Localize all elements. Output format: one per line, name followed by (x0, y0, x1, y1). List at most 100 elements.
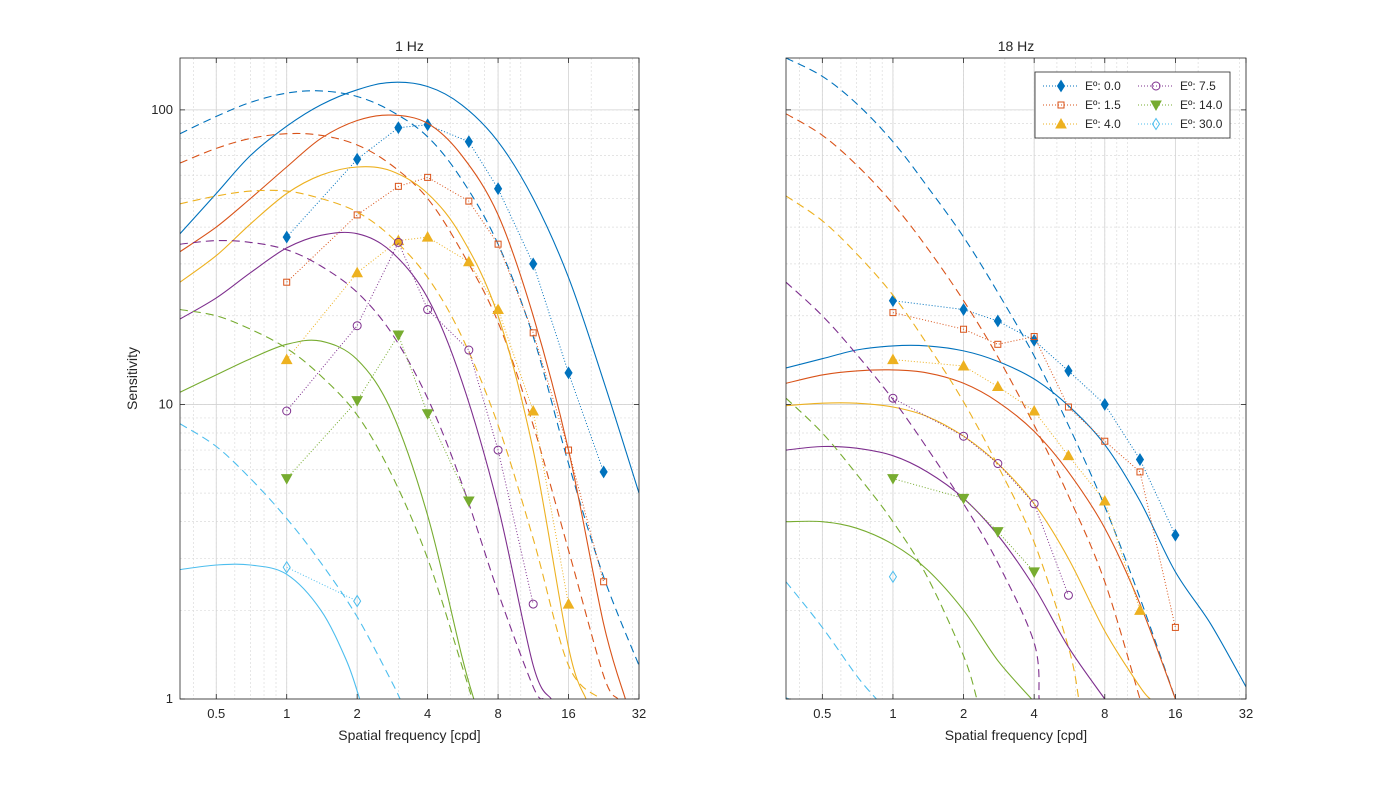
legend-marker (1151, 81, 1161, 91)
x-tick-label: 0.5 (813, 706, 831, 721)
legend-entry: Eº: 7.5 (1138, 79, 1216, 93)
data-point (564, 366, 573, 380)
x-tick-label: 16 (561, 706, 575, 721)
x-tick-label: 1 (283, 706, 290, 721)
data-layer (786, 58, 1246, 699)
fit-dashed-line (180, 132, 619, 699)
data-point (993, 459, 1003, 469)
axes-panel-2: 0.5 1 2 4 8 16 32 18 Hz Spatial frequency [cpd] E… (785, 38, 1253, 743)
data-point (393, 237, 403, 247)
data-point (392, 234, 405, 246)
series-4 (786, 281, 1106, 699)
data-point (600, 578, 608, 586)
series-line (892, 478, 1035, 573)
legend-marker (1055, 117, 1067, 129)
fit-solid-line (180, 563, 361, 699)
x-tick-label: 2 (960, 706, 967, 721)
data-point (421, 409, 434, 420)
data-point (1029, 499, 1039, 509)
series-2 (180, 114, 626, 699)
data-point (1098, 494, 1111, 506)
data-point (493, 182, 503, 196)
data-point (887, 474, 899, 485)
data-point (282, 560, 291, 574)
data-point (957, 360, 970, 371)
y-tick-label: 1 (166, 691, 173, 706)
fit-solid-line (180, 81, 639, 494)
data-point (1135, 453, 1145, 466)
data-point (1171, 623, 1179, 631)
series-line (892, 397, 1069, 596)
fit-dashed-line (786, 113, 1141, 699)
legend-marker (1151, 117, 1161, 131)
data-point (465, 197, 473, 205)
data-point (352, 321, 362, 331)
data-point (888, 393, 898, 403)
legend-label: Eº: 30.0 (1180, 117, 1223, 131)
fit-dashed-line (786, 58, 1176, 699)
data-point (1064, 364, 1073, 378)
fit-solid-line (180, 114, 626, 699)
legend-entry: Eº: 4.0 (1043, 117, 1121, 131)
data-point (494, 240, 502, 248)
data-point (462, 255, 475, 267)
series-line (892, 300, 1176, 536)
legend-entry: Eº: 14.0 (1138, 98, 1223, 112)
data-point (351, 266, 364, 278)
data-point (599, 465, 608, 479)
fit-solid-line (180, 231, 552, 699)
x-tick-label: 32 (1239, 706, 1253, 721)
data-point (462, 496, 475, 508)
fit-solid-line (180, 339, 475, 699)
data-point (991, 380, 1004, 392)
data-point (1062, 449, 1075, 461)
series-4 (180, 231, 552, 699)
fit-dashed-line (786, 397, 978, 699)
data-point (283, 278, 291, 286)
data-point (1028, 567, 1041, 578)
fit-dashed-line (180, 239, 544, 699)
chart-title: 1 Hz (395, 38, 424, 54)
x-tick-label: 0.5 (207, 706, 225, 721)
fit-dashed-line (180, 189, 602, 699)
data-point (421, 231, 434, 242)
data-point (959, 303, 968, 316)
y-tick-label: 100 (151, 102, 173, 117)
series-5 (786, 397, 1041, 699)
data-point (280, 474, 293, 485)
legend-entry: Eº: 30.0 (1138, 117, 1223, 131)
data-point (1171, 528, 1180, 542)
series-1 (180, 81, 639, 666)
data-point (493, 445, 503, 455)
data-point (1030, 333, 1038, 341)
legend-entry: Eº: 1.5 (1043, 98, 1121, 112)
data-point (529, 257, 538, 271)
fit-dashed-line (180, 308, 473, 699)
x-tick-label: 1 (889, 706, 896, 721)
fit-dashed-line (786, 581, 877, 699)
plot-area (180, 58, 639, 699)
data-point (957, 493, 970, 505)
series-5 (180, 308, 475, 699)
data-point (392, 330, 405, 342)
legend-marker (1150, 100, 1162, 112)
chart-title: 18 Hz (998, 38, 1035, 54)
data-point (282, 406, 292, 416)
legend-marker (1057, 101, 1065, 109)
data-point (1101, 437, 1109, 445)
data-point (528, 599, 538, 609)
series-line (286, 236, 569, 605)
series-2 (786, 113, 1179, 699)
legend: Eº: 0.0 Eº: 1.5 Eº: 4.0 Eº: 7.5 Eº: 14.0 Eº: … (1034, 71, 1231, 139)
x-tick-label: 32 (632, 706, 646, 721)
legend-entry: Eº: 0.0 (1043, 79, 1121, 93)
data-point (565, 446, 573, 454)
data-point (1030, 333, 1039, 347)
data-point (562, 598, 575, 609)
data-point (351, 396, 364, 407)
fit-solid-line (786, 344, 1246, 688)
fit-solid-line (786, 369, 1176, 699)
x-tick-label: 2 (354, 706, 361, 721)
data-point (423, 305, 433, 315)
